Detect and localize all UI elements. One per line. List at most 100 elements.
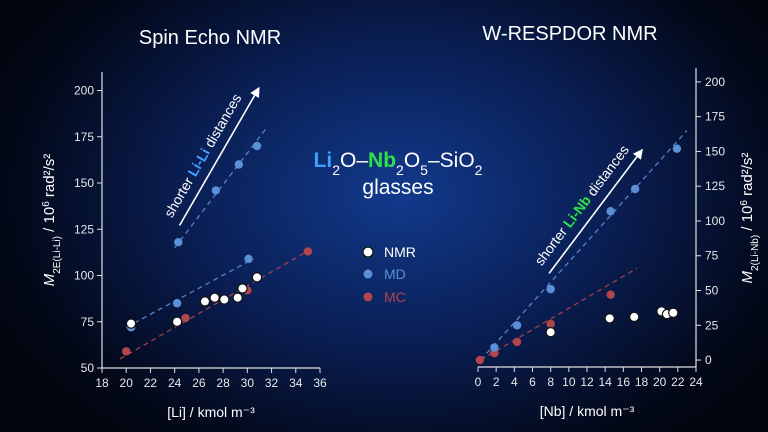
right-x-tick-label: 14 xyxy=(598,375,612,389)
right-x-tick-label: 6 xyxy=(529,375,536,389)
left-y-tick-label: 50 xyxy=(81,361,95,375)
left-point-nmr xyxy=(251,272,263,283)
left-y-tick-label: 75 xyxy=(81,315,95,329)
left-point-mc xyxy=(122,347,131,356)
left-point-nmr xyxy=(199,296,211,307)
left-y-axis-label: M2E(Li-Li) / 106 rad²/s² xyxy=(41,154,63,287)
left-x-tick-label: 34 xyxy=(289,376,303,390)
left-arrow-line xyxy=(178,95,256,226)
right-point-md xyxy=(672,144,682,153)
right-x-tick-label: 8 xyxy=(547,375,554,389)
right-x-tick-label: 24 xyxy=(689,375,703,389)
right-point-md xyxy=(630,184,640,194)
left-point-md xyxy=(174,238,183,247)
left-y-tick-label: 200 xyxy=(74,84,94,98)
left-x-tick-label: 36 xyxy=(313,376,327,390)
left-fit-lines xyxy=(119,128,311,360)
right-arrow-line xyxy=(548,156,638,274)
left-x-tick-label: 26 xyxy=(192,376,206,390)
left-point-mc xyxy=(303,247,313,256)
right-y-tick-label: 100 xyxy=(705,214,725,228)
left-point-md xyxy=(172,299,182,308)
right-point-md xyxy=(512,321,522,330)
right-point-nmr xyxy=(629,311,640,323)
right-y-tick-label: 75 xyxy=(705,249,719,263)
right-y-tick-label: 150 xyxy=(705,144,725,158)
right-fit-lines xyxy=(480,130,688,361)
right-x-tick-label: 2 xyxy=(493,375,500,389)
right-arrow-label: shorter Li-Nb distances xyxy=(531,142,632,268)
right-y-tick-label: 25 xyxy=(705,318,719,332)
right-y-ticks: 0 25 50 75 100 125 150 175 200 xyxy=(696,75,725,367)
composition-subtitle: glasses xyxy=(362,176,433,199)
left-fit-line-mc xyxy=(119,249,311,360)
legend-marker-md xyxy=(363,269,373,279)
right-x-tick-label: 0 xyxy=(475,375,482,389)
right-x-tick-label: 12 xyxy=(580,375,594,389)
right-fit-line-md xyxy=(480,130,688,361)
left-x-tick-label: 32 xyxy=(265,376,279,390)
right-arrow-head xyxy=(632,148,643,160)
right-point-mc xyxy=(512,337,522,347)
left-arrow-label: shorter Li-Li distances xyxy=(161,91,245,220)
left-x-tick-label: 20 xyxy=(120,376,134,390)
composition-formula: Li2O–Nb2O5–SiO2 xyxy=(314,149,483,178)
right-x-tick-label: 20 xyxy=(653,375,667,389)
right-fit-line-mc xyxy=(480,267,638,361)
legend-label-md: MD xyxy=(384,266,406,282)
right-point-md xyxy=(546,284,555,294)
left-point-nmr xyxy=(125,318,137,329)
right-point-nmr xyxy=(545,327,556,338)
right-x-tick-label: 4 xyxy=(511,375,518,389)
left-x-ticks: 18 20 22 24 26 28 30 32 34 36 xyxy=(95,368,327,390)
left-chart-title: Spin Echo NMR xyxy=(139,27,281,49)
right-chart: W-RESPDOR NMR 0 2 4 6 8 10 12 14 16 18 20 22 24 0255… xyxy=(475,23,761,419)
right-x-tick-label: 10 xyxy=(562,375,576,389)
left-y-tick-label: 100 xyxy=(74,269,94,283)
left-point-md xyxy=(211,186,221,195)
right-x-tick-label: 16 xyxy=(617,375,631,389)
left-data-points xyxy=(122,141,313,356)
right-point-md xyxy=(606,207,615,216)
right-y-tick-label: 0 xyxy=(705,353,712,367)
left-y-ticks: 50 75 100 125 150 175 200 xyxy=(74,84,102,375)
right-y-tick-label: 200 xyxy=(705,75,725,89)
left-point-nmr xyxy=(219,294,230,305)
left-fit-line-md xyxy=(174,128,267,249)
left-point-md xyxy=(252,141,262,151)
right-point-mc xyxy=(606,290,615,299)
right-y-tick-label: 50 xyxy=(705,284,719,298)
right-x-tick-label: 18 xyxy=(635,375,649,389)
right-x-tick-label: 22 xyxy=(671,375,685,389)
right-point-mc xyxy=(546,319,555,329)
legend-item-mc: MC xyxy=(363,289,406,305)
left-point-md xyxy=(234,160,244,169)
left-x-tick-label: 30 xyxy=(241,376,255,390)
left-x-axis-label: [Li] / kmol m⁻³ xyxy=(167,404,255,420)
right-data-points xyxy=(475,144,682,365)
left-y-tick-label: 150 xyxy=(74,176,94,190)
right-y-tick-label: 125 xyxy=(705,179,725,193)
left-y-tick-label: 175 xyxy=(74,130,94,144)
legend-item-nmr: NMR xyxy=(362,244,416,260)
left-point-nmr xyxy=(171,316,183,327)
left-point-nmr xyxy=(237,283,248,294)
right-y-axis-label: M2(Li-Nb) / 106 rad²/s² xyxy=(739,153,761,284)
left-y-tick-label: 125 xyxy=(74,222,94,236)
left-point-nmr xyxy=(209,292,220,303)
left-x-tick-label: 24 xyxy=(168,376,182,390)
left-x-tick-label: 22 xyxy=(144,376,158,390)
legend-label-mc: MC xyxy=(384,289,406,305)
left-x-tick-label: 18 xyxy=(95,376,109,390)
legend-label-nmr: NMR xyxy=(384,244,416,260)
right-point-nmr xyxy=(604,313,615,324)
left-point-md xyxy=(244,254,253,264)
left-fit-line-md xyxy=(125,258,254,328)
right-y-tick-label: 175 xyxy=(705,110,725,124)
right-point-nmr xyxy=(668,307,679,318)
right-x-axis-label: [Nb] / kmol m⁻³ xyxy=(540,403,635,419)
left-arrow-head xyxy=(250,86,260,98)
left-x-tick-label: 28 xyxy=(216,376,230,390)
legend-marker-mc xyxy=(363,292,373,302)
